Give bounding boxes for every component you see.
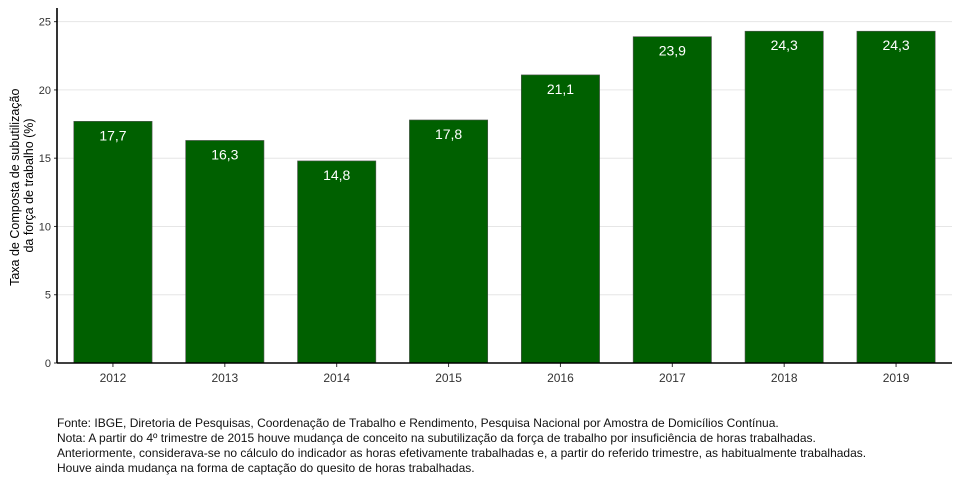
axes: [54, 8, 952, 367]
x-tick-label: 2015: [435, 371, 462, 385]
bar-value-label: 21,1: [547, 81, 574, 97]
bar-value-label: 17,8: [435, 126, 462, 142]
x-tick-label: 2017: [659, 371, 686, 385]
bar: [297, 160, 377, 364]
bars: [73, 30, 936, 364]
bar-value-label: 23,9: [659, 43, 686, 59]
x-tick-label: 2018: [771, 371, 798, 385]
bar: [73, 121, 153, 364]
y-axis-title-line-1: Taxa de Composta de subutilização: [8, 89, 22, 286]
source-note: Fonte: IBGE, Diretoria de Pesquisas, Coo…: [57, 416, 779, 430]
bar-value-label: 16,3: [211, 146, 238, 162]
bar-value-labels: 17,7 16,3 14,8 17,8 21,1 23,9 24,3 24,3: [99, 37, 910, 183]
bar: [856, 30, 936, 364]
chart-caption: Fonte: IBGE, Diretoria de Pesquisas, Coo…: [57, 416, 952, 476]
bar-value-label: 14,8: [323, 167, 350, 183]
bar: [185, 140, 265, 364]
bar-value-label: 17,7: [99, 127, 126, 143]
y-tick-label: 15: [39, 153, 51, 165]
y-tick-labels: 0 5 10 15 20 25: [39, 17, 51, 370]
y-tick-label: 25: [39, 17, 51, 29]
bar: [409, 119, 489, 364]
bar-value-label: 24,3: [882, 37, 909, 53]
bar-value-label: 24,3: [771, 37, 798, 53]
x-tick-label: 2016: [547, 371, 574, 385]
y-tick-label: 5: [45, 290, 51, 302]
y-tick-label: 10: [39, 221, 51, 233]
y-axis-title-line-2: da força de trabalho (%): [22, 118, 36, 252]
x-tick-label: 2012: [100, 371, 127, 385]
y-axis-title: Taxa de Composta de subutilização da for…: [8, 85, 36, 286]
note-line-3: Houve ainda mudança na forma de captação…: [57, 461, 475, 475]
y-tick-label: 20: [39, 85, 51, 97]
bar: [632, 36, 712, 364]
note-line-2: Anteriormente, considerava-se no cálculo…: [57, 446, 867, 460]
bar: [520, 74, 600, 364]
x-tick-label: 2019: [883, 371, 910, 385]
bar-chart: 17,7 16,3 14,8 17,8 21,1 23,9 24,3 24,3 0 5 10 15 2…: [8, 8, 952, 385]
y-tick-label: 0: [45, 358, 51, 370]
note-line-1: Nota: A partir do 4º trimestre de 2015 h…: [57, 431, 816, 445]
x-tick-label: 2013: [211, 371, 238, 385]
x-tick-labels: 2012 2013 2014 2015 2016 2017 2018 2019: [100, 371, 910, 385]
bar: [744, 30, 824, 364]
x-tick-label: 2014: [323, 371, 350, 385]
